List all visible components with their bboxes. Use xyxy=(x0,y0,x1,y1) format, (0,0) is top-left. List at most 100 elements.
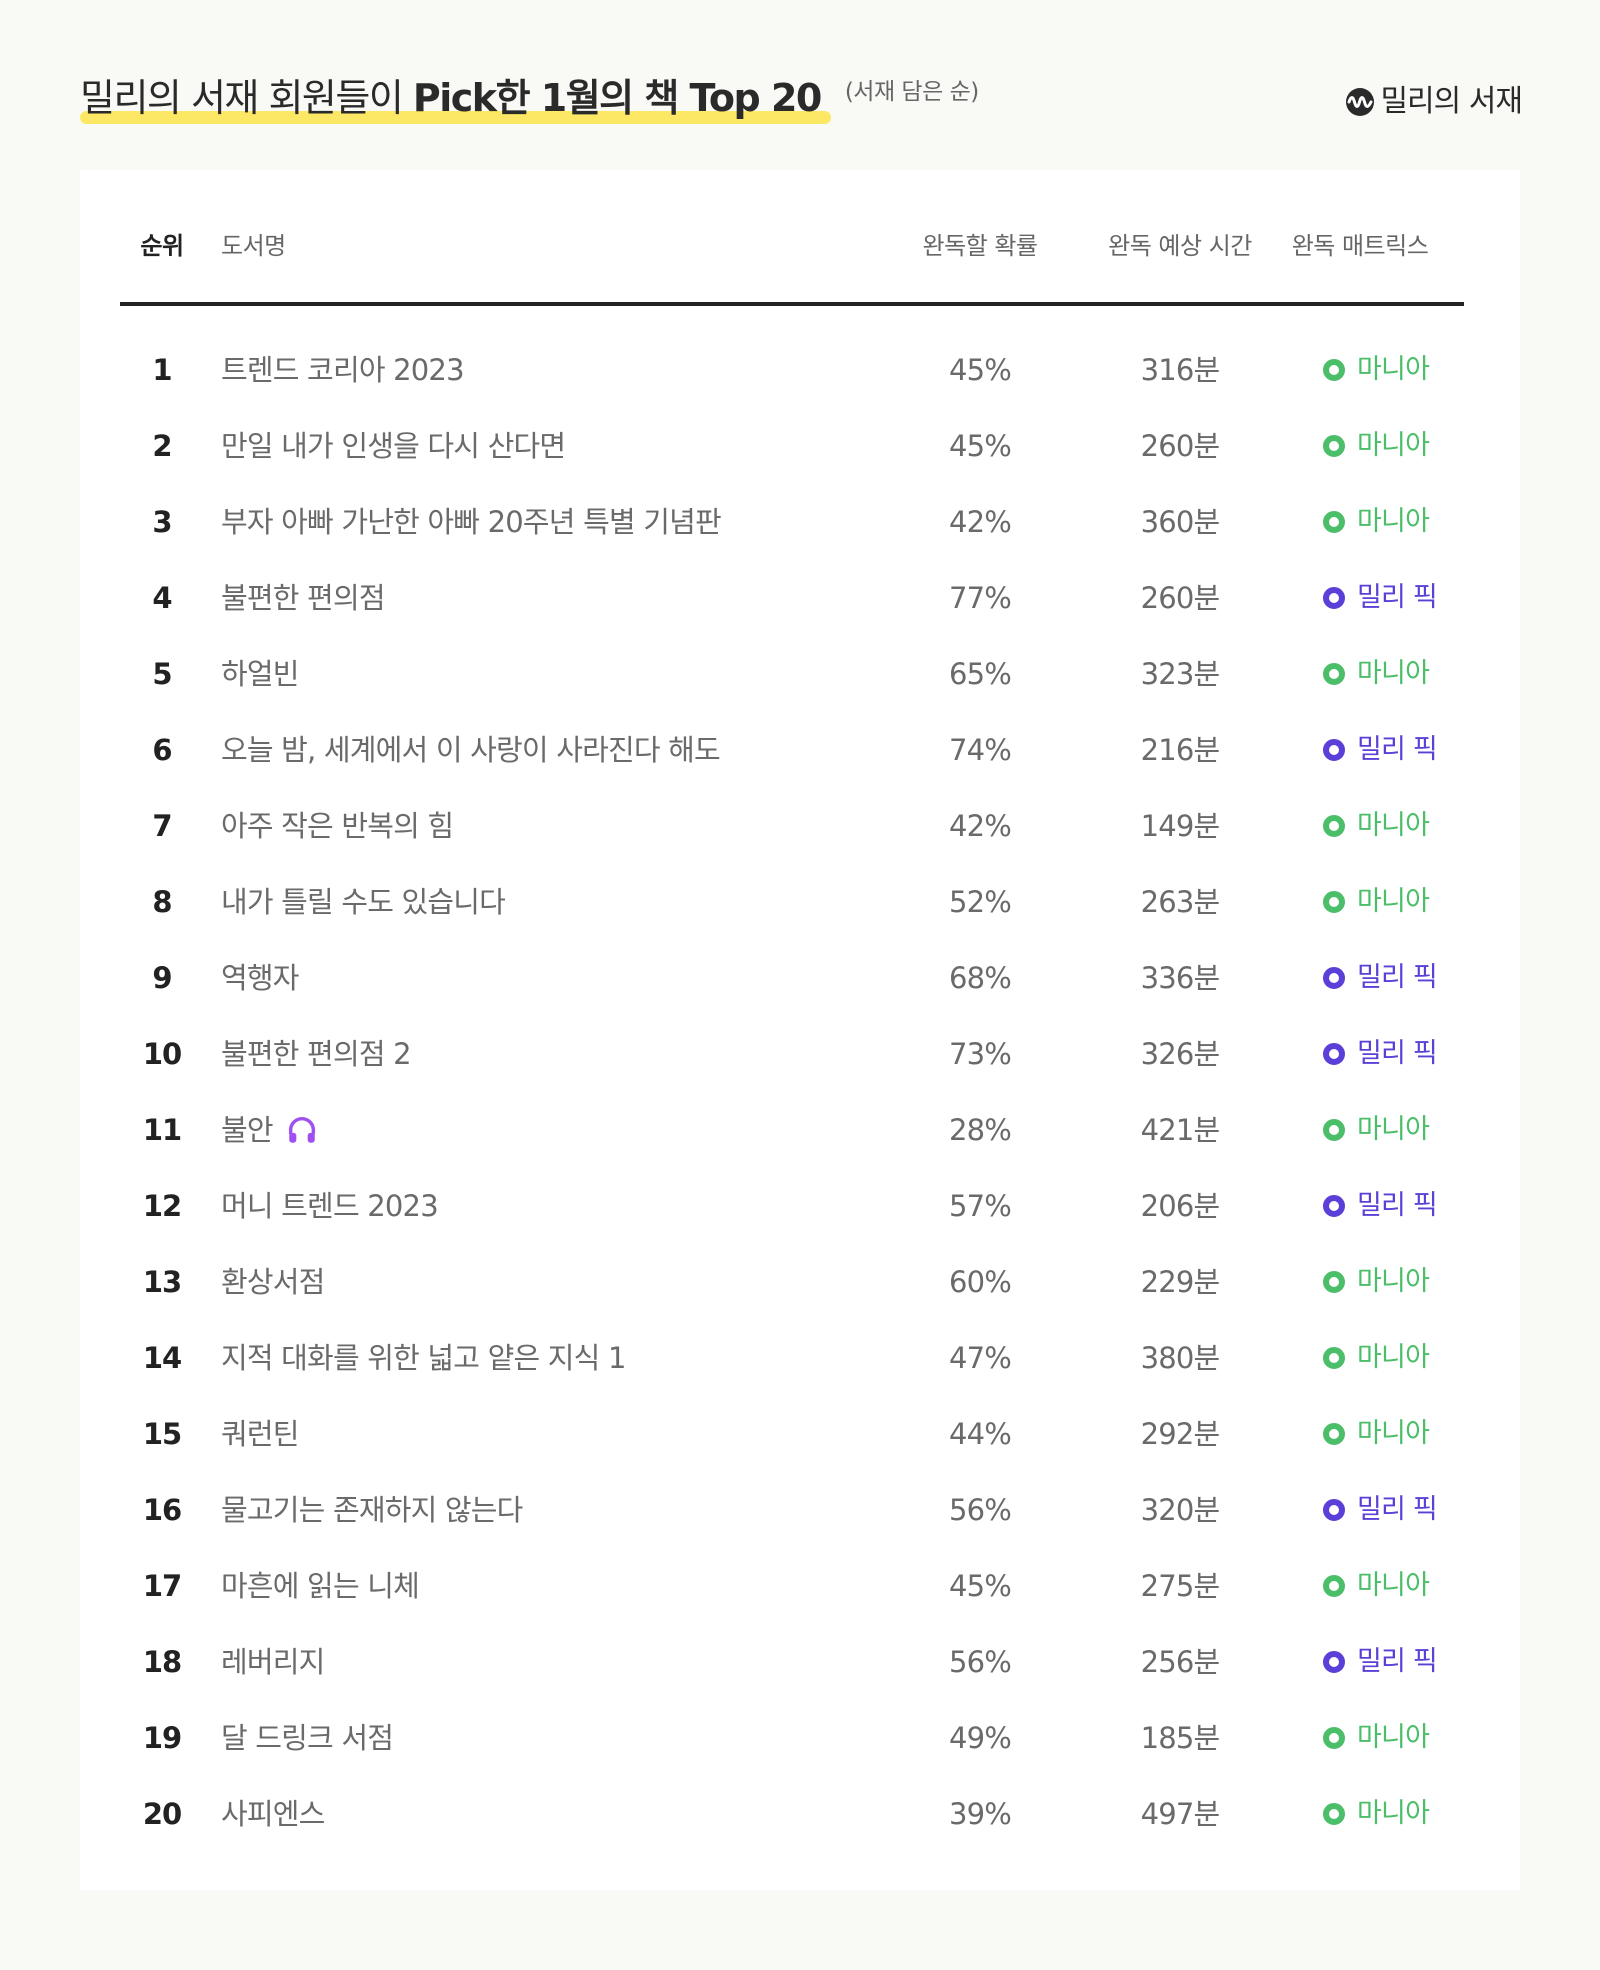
title-highlight xyxy=(80,111,831,124)
matrix-cell: 마니아 xyxy=(1323,408,1430,484)
completion-rate-cell: 77% xyxy=(948,581,1012,615)
matrix-cell: 마니아 xyxy=(1323,1320,1430,1396)
rank-cell: 4 xyxy=(152,581,172,615)
matrix-ring-icon xyxy=(1323,511,1345,533)
completion-rate-cell: 56% xyxy=(948,1493,1012,1527)
matrix-label: 밀리 픽 xyxy=(1357,1494,1438,1525)
matrix-ring-icon xyxy=(1323,1195,1345,1217)
matrix-ring-icon xyxy=(1323,1499,1345,1521)
rank-cell: 14 xyxy=(142,1341,182,1375)
matrix-ring-icon xyxy=(1323,891,1345,913)
matrix-ring-icon xyxy=(1323,663,1345,685)
rank-cell: 19 xyxy=(142,1721,182,1755)
matrix-ring-icon xyxy=(1323,1575,1345,1597)
estimated-time-cell: 260분 xyxy=(1140,581,1221,615)
rank-cell: 20 xyxy=(142,1797,182,1831)
completion-rate-cell: 28% xyxy=(948,1113,1012,1147)
estimated-time-cell: 497분 xyxy=(1140,1797,1221,1831)
rank-cell: 5 xyxy=(152,657,172,691)
matrix-label: 마니아 xyxy=(1357,810,1430,841)
matrix-ring-icon xyxy=(1323,739,1345,761)
book-title: 머니 트렌드 2023 xyxy=(221,1189,439,1223)
title-cell: 사피엔스 xyxy=(221,1776,325,1852)
matrix-ring-icon xyxy=(1323,359,1345,381)
completion-rate-cell: 56% xyxy=(948,1645,1012,1679)
estimated-time-cell: 421분 xyxy=(1140,1113,1221,1147)
book-title: 달 드링크 서점 xyxy=(221,1721,394,1755)
matrix-cell: 밀리 픽 xyxy=(1323,1168,1438,1244)
matrix-label: 마니아 xyxy=(1357,1114,1430,1145)
completion-rate-cell: 44% xyxy=(948,1417,1012,1451)
table-row: 12 머니 트렌드 2023 57% 206분 밀리 픽 xyxy=(120,1168,1464,1244)
book-title: 쿼런틴 xyxy=(221,1417,299,1451)
matrix-cell: 마니아 xyxy=(1323,1548,1430,1624)
estimated-time-cell: 216분 xyxy=(1140,733,1221,767)
matrix-cell: 마니아 xyxy=(1323,864,1430,940)
matrix-ring-icon xyxy=(1323,1271,1345,1293)
matrix-cell: 마니아 xyxy=(1323,332,1430,408)
book-title: 오늘 밤, 세계에서 이 사랑이 사라진다 해도 xyxy=(221,733,721,767)
ranking-table: 순위 도서명 완독할 확률 완독 예상 시간 완독 매트릭스 1 트렌드 코리아… xyxy=(120,170,1464,1852)
estimated-time-cell: 292분 xyxy=(1140,1417,1221,1451)
matrix-ring-icon xyxy=(1323,1803,1345,1825)
rank-cell: 9 xyxy=(152,961,172,995)
matrix-cell: 마니아 xyxy=(1323,1092,1430,1168)
title-cell: 물고기는 존재하지 않는다 xyxy=(221,1472,523,1548)
completion-rate-cell: 57% xyxy=(948,1189,1012,1223)
logo-text: 밀리의 서재 xyxy=(1380,84,1523,119)
matrix-ring-icon xyxy=(1323,1651,1345,1673)
matrix-cell: 밀리 픽 xyxy=(1323,712,1438,788)
book-title: 역행자 xyxy=(221,961,299,995)
matrix-label: 마니아 xyxy=(1357,1798,1430,1829)
estimated-time-cell: 380분 xyxy=(1140,1341,1221,1375)
table-row: 11 불안 28% 421분 마니아 xyxy=(120,1092,1464,1168)
title-cell: 오늘 밤, 세계에서 이 사랑이 사라진다 해도 xyxy=(221,712,721,788)
column-header-matrix: 완독 매트릭스 xyxy=(1291,232,1429,260)
rank-cell: 13 xyxy=(142,1265,182,1299)
title-cell: 역행자 xyxy=(221,940,299,1016)
rank-cell: 7 xyxy=(152,809,172,843)
completion-rate-cell: 47% xyxy=(948,1341,1012,1375)
book-title: 마흔에 읽는 니체 xyxy=(221,1569,420,1603)
completion-rate-cell: 65% xyxy=(948,657,1012,691)
completion-rate-cell: 49% xyxy=(948,1721,1012,1755)
book-title: 하얼빈 xyxy=(221,657,299,691)
estimated-time-cell: 323분 xyxy=(1140,657,1221,691)
matrix-ring-icon xyxy=(1323,1423,1345,1445)
title-cell: 트렌드 코리아 2023 xyxy=(221,332,465,408)
title-cell: 불안 xyxy=(221,1092,319,1168)
book-title: 만일 내가 인생을 다시 산다면 xyxy=(221,429,566,463)
matrix-label: 마니아 xyxy=(1357,886,1430,917)
estimated-time-cell: 256분 xyxy=(1140,1645,1221,1679)
rank-cell: 17 xyxy=(142,1569,182,1603)
table-row: 10 불편한 편의점 2 73% 326분 밀리 픽 xyxy=(120,1016,1464,1092)
table-row: 4 불편한 편의점 77% 260분 밀리 픽 xyxy=(120,560,1464,636)
headphones-icon xyxy=(288,1117,315,1143)
completion-rate-cell: 74% xyxy=(948,733,1012,767)
matrix-cell: 밀리 픽 xyxy=(1323,560,1438,636)
table-row: 20 사피엔스 39% 497분 마니아 xyxy=(120,1776,1464,1852)
matrix-cell: 마니아 xyxy=(1323,484,1430,560)
completion-rate-cell: 42% xyxy=(948,505,1012,539)
title-bold-part: Pick한 1월의 책 Top 20 xyxy=(412,76,822,120)
title-cell: 불편한 편의점 2 xyxy=(221,1016,412,1092)
title-cell: 레버리지 xyxy=(221,1624,325,1700)
table-row: 19 달 드링크 서점 49% 185분 마니아 xyxy=(120,1700,1464,1776)
table-row: 14 지적 대화를 위한 넓고 얕은 지식 1 47% 380분 마니아 xyxy=(120,1320,1464,1396)
matrix-label: 밀리 픽 xyxy=(1357,1190,1438,1221)
matrix-ring-icon xyxy=(1323,1347,1345,1369)
matrix-label: 마니아 xyxy=(1357,1570,1430,1601)
millie-logo-icon xyxy=(1346,88,1375,116)
table-row: 9 역행자 68% 336분 밀리 픽 xyxy=(120,940,1464,1016)
estimated-time-cell: 275분 xyxy=(1140,1569,1221,1603)
matrix-label: 마니아 xyxy=(1357,506,1430,537)
estimated-time-cell: 263분 xyxy=(1140,885,1221,919)
estimated-time-cell: 326분 xyxy=(1140,1037,1221,1071)
matrix-cell: 마니아 xyxy=(1323,1700,1430,1776)
column-header-completion-rate: 완독할 확률 xyxy=(922,232,1038,260)
completion-rate-cell: 45% xyxy=(948,1569,1012,1603)
book-title: 지적 대화를 위한 넓고 얕은 지식 1 xyxy=(221,1341,626,1375)
completion-rate-cell: 68% xyxy=(948,961,1012,995)
estimated-time-cell: 260분 xyxy=(1140,429,1221,463)
